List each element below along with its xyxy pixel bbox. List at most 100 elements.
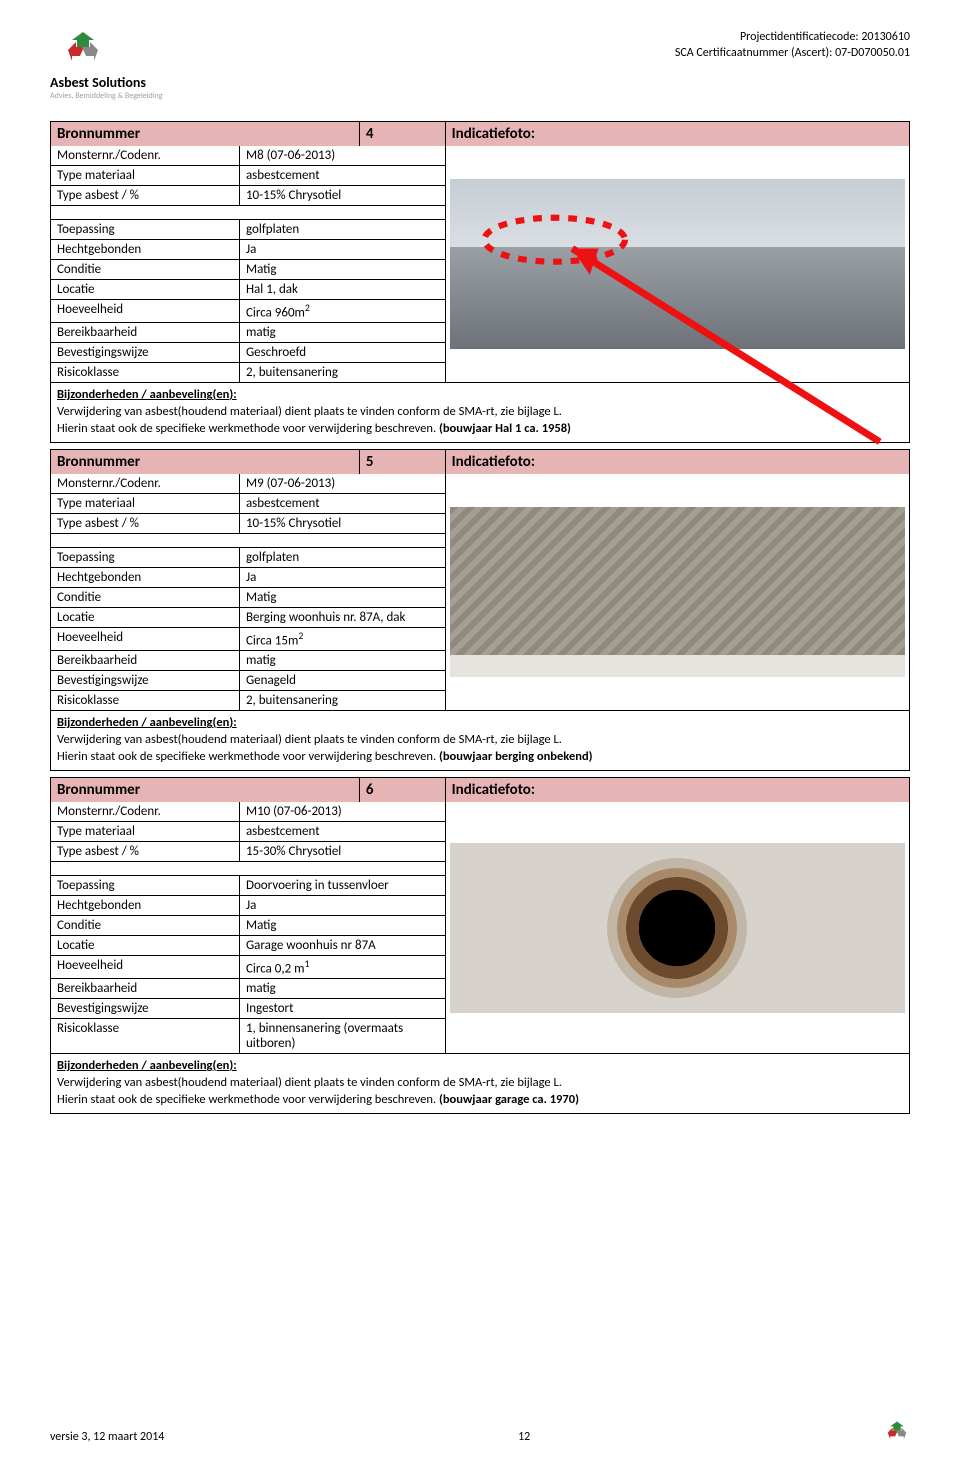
locatie-value: Hal 1, dak — [240, 280, 445, 299]
monster-value: M10 (07-06-2013) — [240, 802, 445, 821]
brand-name: Asbest Solutions — [50, 74, 146, 91]
bevestigingswijze-label: Bevestigingswijze — [51, 671, 240, 690]
notes-heading: Bijzonderheden / aanbeveling(en): — [57, 1058, 237, 1073]
bronnummer-label: Bronnummer — [51, 450, 360, 474]
indicatie-photo — [450, 179, 905, 349]
footer-page: 12 — [518, 1430, 530, 1444]
locatie-label: Locatie — [51, 936, 240, 955]
type-materiaal-value: asbestcement — [240, 822, 445, 841]
risicoklasse-label: Risicoklasse — [51, 691, 240, 710]
toepassing-label: Toepassing — [51, 220, 240, 239]
toepassing-label: Toepassing — [51, 548, 240, 567]
conditie-value: Matig — [240, 916, 445, 935]
hoeveelheid-value: Circa 0,2 m1 — [240, 956, 445, 978]
bronnummer-value: 6 — [360, 778, 446, 802]
toepassing-value: Doorvoering in tussenvloer — [240, 876, 445, 895]
type-asbest-label: Type asbest / % — [51, 186, 240, 205]
notes-heading: Bijzonderheden / aanbeveling(en): — [57, 715, 237, 730]
source-block: Bronnummer 4 Indicatiefoto: Monsternr./C… — [50, 121, 910, 443]
source-notes: Bijzonderheden / aanbeveling(en): Verwij… — [51, 1053, 909, 1113]
toepassing-value: golfplaten — [240, 220, 445, 239]
source-head: Bronnummer 6 Indicatiefoto: — [51, 778, 909, 802]
conditie-value: Matig — [240, 588, 445, 607]
indicatiefoto-label: Indicatiefoto: — [446, 122, 909, 146]
risicoklasse-value: 2, buitensanering — [240, 691, 445, 710]
notes-line2: Hierin staat ook de specifieke werkmetho… — [57, 421, 571, 436]
bereikbaarheid-label: Bereikbaarheid — [51, 651, 240, 670]
risicoklasse-label: Risicoklasse — [51, 363, 240, 382]
type-materiaal-label: Type materiaal — [51, 494, 240, 513]
bronnummer-label: Bronnummer — [51, 778, 360, 802]
type-asbest-label: Type asbest / % — [51, 514, 240, 533]
type-asbest-value: 10-15% Chrysotiel — [240, 186, 445, 205]
logo: Asbest Solutions Advies, Bemiddeling & B… — [50, 30, 210, 101]
notes-line1: Verwijdering van asbest(houdend materiaa… — [57, 404, 562, 419]
bronnummer-label: Bronnummer — [51, 122, 360, 146]
spacer — [51, 534, 445, 548]
locatie-value: Berging woonhuis nr. 87A, dak — [240, 608, 445, 627]
brand-tagline: Advies, Bemiddeling & Begeleiding — [50, 91, 210, 101]
bevestigingswijze-value: Ingestort — [240, 999, 445, 1018]
conditie-label: Conditie — [51, 588, 240, 607]
locatie-label: Locatie — [51, 280, 240, 299]
source-details: Monsternr./Codenr.M9 (07-06-2013) Type m… — [51, 474, 446, 710]
source-block: Bronnummer 6 Indicatiefoto: Monsternr./C… — [50, 777, 910, 1114]
type-asbest-value: 10-15% Chrysotiel — [240, 514, 445, 533]
source-head: Bronnummer 5 Indicatiefoto: — [51, 450, 909, 474]
source-head: Bronnummer 4 Indicatiefoto: — [51, 122, 909, 146]
hechtgebonden-label: Hechtgebonden — [51, 896, 240, 915]
cert-number: SCA Certificaatnummer (Ascert): 07-D0700… — [675, 46, 910, 62]
indicatiefoto-label: Indicatiefoto: — [446, 450, 909, 474]
bronnummer-value: 5 — [360, 450, 446, 474]
photo-col — [446, 474, 909, 710]
bereikbaarheid-label: Bereikbaarheid — [51, 979, 240, 998]
source-details: Monsternr./Codenr.M8 (07-06-2013) Type m… — [51, 146, 446, 382]
bereikbaarheid-value: matig — [240, 323, 445, 342]
type-materiaal-value: asbestcement — [240, 166, 445, 185]
project-code: Projectidentificatiecode: 20130610 — [675, 30, 910, 46]
indicatiefoto-label: Indicatiefoto: — [446, 778, 909, 802]
type-asbest-value: 15-30% Chrysotiel — [240, 842, 445, 861]
type-asbest-label: Type asbest / % — [51, 842, 240, 861]
footer-version: versie 3, 12 maart 2014 — [50, 1430, 164, 1444]
type-materiaal-label: Type materiaal — [51, 166, 240, 185]
hoeveelheid-label: Hoeveelheid — [51, 956, 240, 978]
risicoklasse-label: Risicoklasse — [51, 1019, 240, 1053]
bereikbaarheid-value: matig — [240, 651, 445, 670]
notes-heading: Bijzonderheden / aanbeveling(en): — [57, 387, 237, 402]
header-meta: Projectidentificatiecode: 20130610 SCA C… — [675, 30, 910, 61]
source-block: Bronnummer 5 Indicatiefoto: Monsternr./C… — [50, 449, 910, 771]
indicatie-photo — [450, 843, 905, 1013]
hechtgebonden-value: Ja — [240, 896, 445, 915]
bevestigingswijze-label: Bevestigingswijze — [51, 999, 240, 1018]
bereikbaarheid-value: matig — [240, 979, 445, 998]
hoeveelheid-label: Hoeveelheid — [51, 300, 240, 322]
conditie-value: Matig — [240, 260, 445, 279]
source-notes: Bijzonderheden / aanbeveling(en): Verwij… — [51, 710, 909, 770]
photo-col — [446, 802, 909, 1053]
hoeveelheid-value: Circa 15m2 — [240, 628, 445, 650]
hechtgebonden-value: Ja — [240, 568, 445, 587]
notes-line1: Verwijdering van asbest(houdend materiaa… — [57, 1075, 562, 1090]
conditie-label: Conditie — [51, 260, 240, 279]
locatie-label: Locatie — [51, 608, 240, 627]
bronnummer-value: 4 — [360, 122, 446, 146]
bereikbaarheid-label: Bereikbaarheid — [51, 323, 240, 342]
monster-label: Monsternr./Codenr. — [51, 802, 240, 821]
monster-value: M9 (07-06-2013) — [240, 474, 445, 493]
page-footer: versie 3, 12 maart 2014 12 — [50, 1420, 910, 1444]
monster-label: Monsternr./Codenr. — [51, 474, 240, 493]
monster-value: M8 (07-06-2013) — [240, 146, 445, 165]
indicatie-photo — [450, 507, 905, 677]
risicoklasse-value: 2, buitensanering — [240, 363, 445, 382]
hechtgebonden-label: Hechtgebonden — [51, 568, 240, 587]
type-materiaal-value: asbestcement — [240, 494, 445, 513]
toepassing-label: Toepassing — [51, 876, 240, 895]
hoeveelheid-value: Circa 960m2 — [240, 300, 445, 322]
page-header: Asbest Solutions Advies, Bemiddeling & B… — [50, 30, 910, 101]
risicoklasse-value: 1, binnensanering (overmaats uitboren) — [240, 1019, 445, 1053]
monster-label: Monsternr./Codenr. — [51, 146, 240, 165]
type-materiaal-label: Type materiaal — [51, 822, 240, 841]
hechtgebonden-value: Ja — [240, 240, 445, 259]
bevestigingswijze-label: Bevestigingswijze — [51, 343, 240, 362]
